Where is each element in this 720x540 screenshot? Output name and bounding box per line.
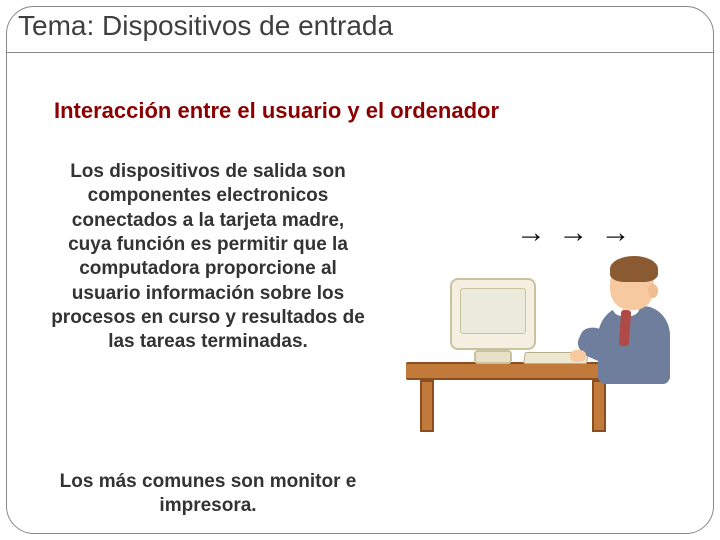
monitor-shape	[450, 278, 536, 350]
desk-leg	[420, 380, 434, 432]
monitor-stand	[474, 350, 512, 364]
user-computer-illustration: → → →	[406, 180, 696, 440]
title-divider	[6, 52, 714, 53]
desk-shape	[406, 362, 626, 380]
slide-title: Tema: Dispositivos de entrada	[18, 10, 393, 42]
slide-subtitle: Interacción entre el usuario y el ordena…	[54, 98, 499, 124]
body-footer: Los más comunes son monitor e impresora.	[48, 470, 368, 519]
desk-leg	[592, 380, 606, 432]
body-paragraph: Los dispositivos de salida son component…	[48, 160, 368, 355]
person-ear	[648, 284, 658, 298]
person-hand	[570, 350, 586, 362]
arrows-icon: → → →	[516, 216, 633, 250]
person-hair	[610, 256, 658, 282]
